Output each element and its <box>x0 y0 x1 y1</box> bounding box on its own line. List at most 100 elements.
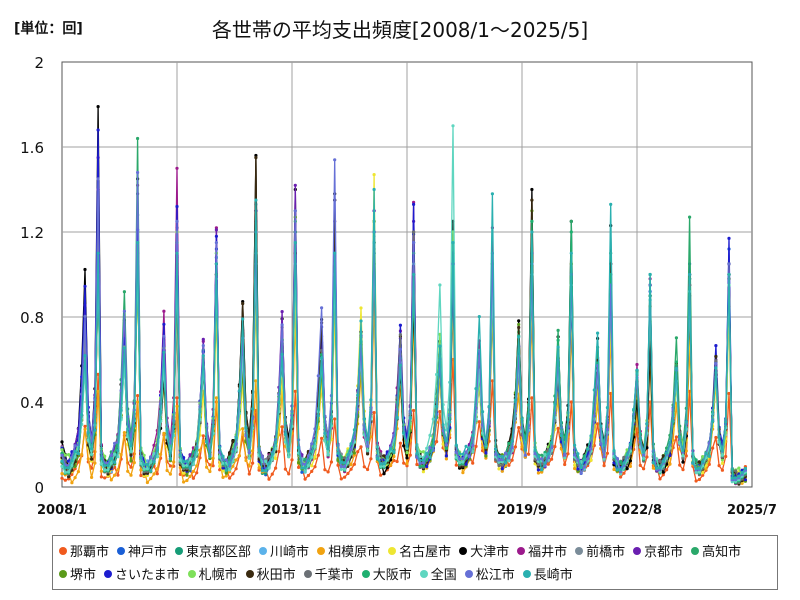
series-point <box>191 469 195 474</box>
series-point <box>720 468 725 472</box>
series-point <box>323 468 327 472</box>
series-point <box>201 354 205 358</box>
series-point <box>270 472 274 476</box>
series-point <box>60 476 64 480</box>
series-point <box>264 469 268 473</box>
series-point <box>619 467 623 472</box>
series-point <box>402 431 406 435</box>
series-point <box>530 219 534 223</box>
series-point <box>122 431 126 435</box>
series-point <box>619 460 623 464</box>
legend-item: 京都市 <box>633 539 683 562</box>
series-point <box>195 471 199 475</box>
series-point <box>67 466 71 470</box>
series-point <box>510 458 514 462</box>
series-point <box>329 460 333 464</box>
series-point <box>234 458 238 462</box>
series-point <box>477 315 481 319</box>
series-point <box>159 452 163 456</box>
series-point <box>366 448 370 452</box>
series-point <box>372 173 376 177</box>
series-point <box>444 443 448 447</box>
series-point <box>550 440 554 445</box>
series-point <box>145 462 149 467</box>
series-point <box>421 470 425 474</box>
series-point <box>224 468 228 472</box>
series-point <box>76 452 80 456</box>
series-point <box>405 464 409 468</box>
x-tick-label: 2010/12 <box>147 503 206 518</box>
series-point <box>720 449 725 453</box>
series-point <box>208 455 212 459</box>
series-point <box>661 470 665 474</box>
series-point <box>536 462 541 467</box>
series-point <box>316 453 320 457</box>
series-point <box>191 457 195 461</box>
series-point <box>369 398 373 402</box>
legend-swatch <box>419 569 428 578</box>
series-point <box>231 464 235 468</box>
series-point <box>369 457 373 461</box>
series-point <box>517 322 521 327</box>
series-point <box>398 347 402 351</box>
series-point <box>175 396 179 400</box>
series-point <box>359 306 363 310</box>
series-point <box>727 272 731 277</box>
series-point <box>70 463 74 467</box>
series-point <box>175 204 179 209</box>
series-point <box>569 230 573 234</box>
series-point <box>182 471 186 475</box>
series-point <box>398 323 402 327</box>
series-point <box>188 457 192 461</box>
series-point <box>714 344 718 348</box>
series-point <box>385 466 389 470</box>
series-point <box>260 469 264 473</box>
series-point <box>90 452 94 456</box>
series-point <box>129 465 133 469</box>
series-point <box>658 470 662 474</box>
series-point <box>149 455 153 459</box>
series-point <box>418 461 422 465</box>
series-point <box>247 451 251 455</box>
series-point <box>343 456 347 460</box>
x-tick-label: 2025/7 <box>727 503 777 518</box>
series-point <box>247 472 251 476</box>
series-point <box>724 420 728 424</box>
series-point <box>142 463 146 467</box>
series-point <box>113 473 117 477</box>
series-point <box>96 105 100 109</box>
series-point <box>372 411 376 415</box>
legend-swatch <box>361 569 370 578</box>
series-point <box>556 345 560 349</box>
series-point <box>707 454 711 458</box>
series-point <box>691 461 695 465</box>
series-point <box>651 461 656 465</box>
series-point <box>90 475 94 479</box>
series-point <box>681 460 685 464</box>
x-tick-label: 2016/10 <box>377 503 436 518</box>
series-point <box>674 435 679 439</box>
series-point <box>638 463 642 467</box>
series-point <box>701 460 705 464</box>
series-point <box>168 464 172 468</box>
series-point <box>155 467 159 471</box>
series-point <box>398 333 402 337</box>
series-point <box>293 241 297 245</box>
series-point <box>730 476 734 480</box>
series-point <box>609 202 613 206</box>
series-point <box>346 453 350 457</box>
series-point <box>155 448 159 452</box>
series-point <box>191 450 195 454</box>
series-point <box>592 388 596 392</box>
series-point <box>333 251 337 255</box>
series-point <box>185 459 189 463</box>
series-point <box>257 448 261 452</box>
series-point <box>201 434 205 438</box>
series-point <box>228 452 232 456</box>
series-point <box>540 453 544 457</box>
series-point <box>234 436 238 440</box>
series-point <box>628 442 633 446</box>
series-point <box>67 475 71 479</box>
series-point <box>405 451 409 455</box>
series-point <box>247 464 251 468</box>
